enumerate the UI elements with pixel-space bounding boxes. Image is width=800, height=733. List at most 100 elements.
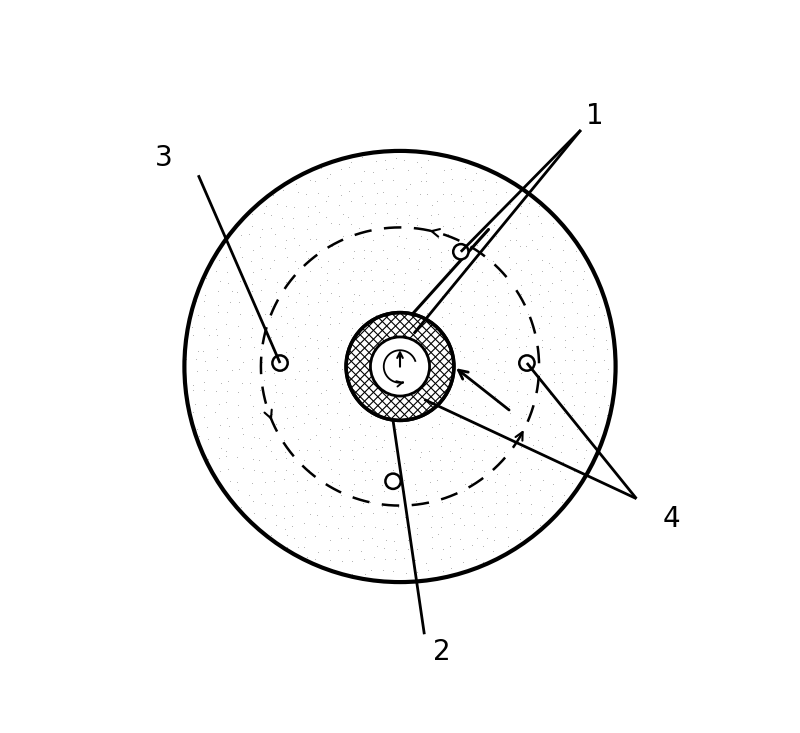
Point — [578, 320, 591, 331]
Point — [246, 353, 258, 364]
Point — [332, 341, 345, 353]
Point — [467, 299, 480, 311]
Point — [435, 521, 448, 533]
Circle shape — [386, 474, 401, 489]
Point — [222, 432, 234, 443]
Point — [303, 174, 316, 185]
Point — [286, 213, 299, 224]
Point — [525, 463, 538, 475]
Point — [426, 199, 439, 210]
Point — [312, 253, 325, 265]
Point — [314, 287, 326, 299]
Point — [570, 321, 583, 333]
Point — [466, 263, 478, 275]
Point — [332, 199, 345, 211]
Point — [289, 410, 302, 421]
Point — [580, 435, 593, 446]
Point — [337, 230, 350, 242]
Point — [333, 263, 346, 275]
Point — [258, 309, 271, 320]
Point — [432, 232, 445, 244]
Point — [533, 411, 546, 423]
Point — [298, 517, 310, 529]
Point — [404, 178, 417, 190]
Point — [522, 309, 534, 320]
Point — [310, 362, 323, 374]
Point — [458, 262, 471, 273]
Point — [456, 556, 469, 568]
Point — [264, 446, 277, 457]
Point — [478, 309, 490, 321]
Point — [243, 377, 256, 389]
Point — [390, 544, 402, 556]
Point — [389, 295, 402, 307]
Point — [490, 334, 503, 345]
Point — [348, 245, 361, 257]
Point — [299, 245, 312, 257]
Point — [470, 275, 483, 287]
Point — [209, 406, 222, 418]
Point — [210, 323, 222, 335]
Point — [246, 477, 258, 489]
Point — [498, 479, 511, 491]
Point — [314, 162, 327, 174]
Point — [223, 243, 236, 254]
Point — [399, 183, 412, 195]
Point — [356, 534, 369, 546]
Point — [331, 522, 344, 534]
Point — [246, 322, 258, 334]
Point — [213, 254, 226, 266]
Point — [192, 309, 205, 321]
Point — [288, 532, 301, 544]
Point — [400, 419, 413, 431]
Point — [355, 465, 368, 476]
Point — [490, 357, 502, 369]
Point — [413, 287, 426, 298]
Point — [281, 353, 294, 365]
Point — [422, 288, 434, 300]
Point — [369, 199, 382, 210]
Point — [502, 400, 515, 412]
Point — [559, 284, 572, 296]
Point — [544, 243, 557, 255]
Point — [246, 279, 258, 290]
Point — [190, 365, 203, 377]
Point — [286, 511, 299, 523]
Point — [259, 476, 272, 487]
Point — [480, 290, 493, 302]
Point — [399, 431, 412, 443]
Point — [388, 575, 401, 586]
Point — [514, 412, 527, 424]
Point — [587, 323, 600, 334]
Point — [514, 366, 527, 378]
Point — [222, 420, 235, 432]
Point — [589, 419, 602, 430]
Point — [445, 417, 458, 429]
Point — [457, 499, 470, 511]
Point — [520, 340, 533, 352]
Text: 3: 3 — [154, 144, 173, 172]
Point — [578, 386, 591, 397]
Point — [235, 229, 248, 241]
Point — [213, 398, 226, 410]
Point — [388, 446, 401, 457]
Point — [290, 390, 302, 402]
Point — [431, 474, 444, 486]
Point — [458, 422, 471, 434]
Point — [222, 332, 235, 344]
Point — [410, 218, 423, 230]
Point — [236, 356, 249, 368]
Point — [514, 466, 526, 478]
Point — [309, 497, 322, 509]
Point — [533, 200, 546, 212]
Point — [490, 230, 502, 242]
Point — [490, 440, 503, 452]
Point — [290, 178, 302, 190]
Point — [398, 267, 411, 279]
Point — [314, 489, 327, 501]
Point — [411, 566, 424, 578]
Point — [202, 329, 215, 341]
Point — [391, 212, 404, 224]
Point — [379, 297, 392, 309]
Point — [311, 295, 324, 307]
